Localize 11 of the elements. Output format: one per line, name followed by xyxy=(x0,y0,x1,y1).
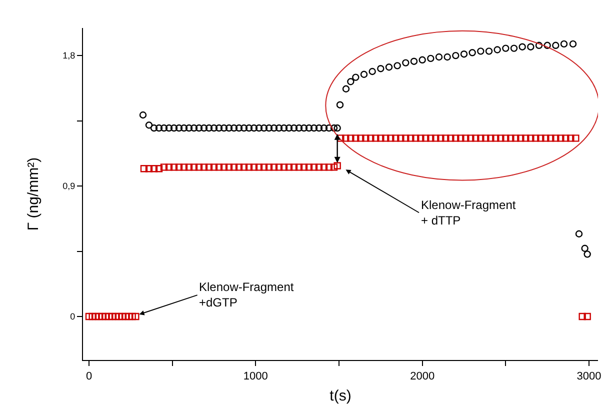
y-axis-title: Γ (ng/mm²) xyxy=(24,157,42,231)
y-tick-label: 0 xyxy=(70,312,76,322)
annotation: Klenow-Fragment +dGTP xyxy=(199,280,294,310)
y-tick-label: 0,9 xyxy=(62,181,76,192)
x-tick-label: 0 xyxy=(86,370,92,382)
y-tick-label: 1,8 xyxy=(62,50,76,61)
x-tick-label: 3000 xyxy=(576,370,602,382)
x-tick-label: 1000 xyxy=(243,370,268,382)
x-tick-label: 2000 xyxy=(410,370,435,382)
x-axis-title: t(s) xyxy=(330,387,352,404)
annotation: Klenow-Fragment + dTTP xyxy=(421,198,516,228)
